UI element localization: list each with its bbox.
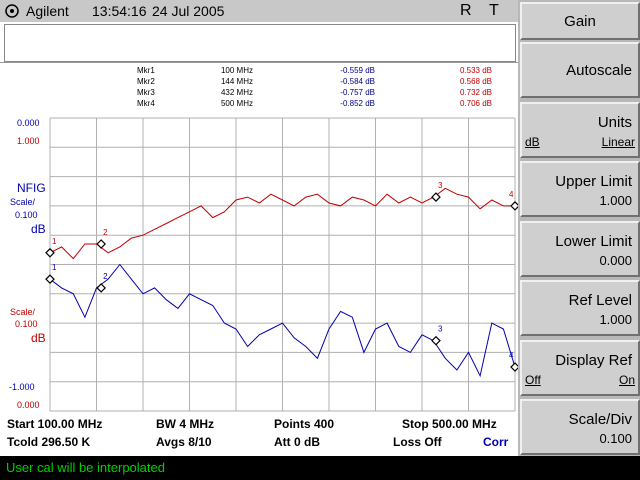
marker-freq: 100 MHz — [221, 66, 253, 75]
y-limit-label: 0.000 — [17, 118, 40, 128]
marker-name: Mkr4 — [137, 99, 155, 108]
marker-nfig: -0.757 dB — [340, 88, 375, 97]
trace-name: NFIG — [17, 181, 46, 195]
marker-diamond — [45, 274, 55, 284]
marker-nfig: -0.584 dB — [340, 77, 375, 86]
softkey-label: Ref Level — [568, 292, 632, 309]
y-limit-label: -1.000 — [9, 382, 35, 392]
softkey-option: Linear — [601, 134, 635, 149]
marker-label: 3 — [438, 325, 443, 334]
marker-label: 2 — [103, 272, 108, 281]
softkey[interactable]: Units dB Linear — [520, 101, 640, 158]
marker-label: 1 — [52, 263, 57, 272]
marker-diamond — [45, 247, 55, 258]
info-text: BW 4 MHz — [156, 417, 214, 431]
softkey-value: 0.000 — [599, 252, 632, 268]
marker-label: 4 — [509, 351, 514, 360]
marker-diamond — [431, 335, 441, 346]
marker-freq: 432 MHz — [221, 88, 253, 97]
marker-gain: 0.533 dB — [460, 66, 492, 75]
logo — [5, 4, 19, 18]
info-text: Att 0 dB — [274, 435, 320, 449]
marker-diamond — [510, 362, 520, 372]
title-bar: Agilent 13:54:16 24 Jul 2005 R T — [0, 0, 518, 22]
softkey-option: dB — [525, 134, 540, 149]
y-limit-label: 0.000 — [17, 400, 40, 410]
flag: R — [460, 2, 472, 19]
softkey-panel: Gain Autoscale Units dB Linear Upper Limit 1.0… — [518, 0, 640, 456]
y-limit-label: 1.000 — [17, 136, 40, 146]
softkey[interactable]: Upper Limit 1.000 — [520, 161, 640, 217]
entry-area — [4, 24, 516, 62]
marker-gain: 0.706 dB — [460, 99, 492, 108]
graph: Mkr1 100 MHz -0.559 dB 0.533 dB Mkr2 144 MHz -… — [7, 66, 520, 449]
marker-label: 3 — [438, 181, 443, 190]
softkey-label: Lower Limit — [555, 232, 632, 250]
softkey-value: 1.000 — [599, 193, 632, 208]
time: 13:54:16 — [92, 3, 147, 19]
marker-freq: 144 MHz — [221, 77, 253, 86]
softkey[interactable]: Lower Limit 0.000 — [520, 220, 640, 277]
date: 24 Jul 2005 — [152, 3, 225, 19]
flag: T — [489, 2, 499, 19]
softkey-label: Scale/Div — [568, 411, 632, 428]
brand: Agilent — [26, 3, 69, 19]
info-text: Start 100.00 MHz — [7, 417, 102, 431]
unit: dB — [31, 222, 46, 236]
marker-diamond — [510, 201, 520, 211]
unit: dB — [31, 331, 46, 345]
softkey[interactable]: Display Ref Off On — [520, 339, 640, 396]
marker-nfig: -0.559 dB — [340, 66, 375, 75]
marker-nfig: -0.852 dB — [340, 99, 375, 108]
softkey-label: Upper Limit — [555, 173, 632, 190]
scale-value: 0.100 — [15, 210, 38, 220]
scale-value: 0.100 — [15, 319, 38, 329]
softkey-title: Gain — [520, 2, 640, 40]
info-text: Tcold 296.50 K — [7, 435, 90, 449]
info-text: Points 400 — [274, 417, 334, 431]
display: Mkr1 100 MHz -0.559 dB 0.533 dB Mkr2 144 MHz -… — [0, 62, 520, 455]
marker-diamond — [96, 283, 106, 293]
softkey-option: On — [618, 372, 635, 387]
info-text: Stop 500.00 MHz — [402, 417, 497, 431]
info-text: Loss Off — [393, 435, 443, 449]
softkey[interactable]: Autoscale — [520, 42, 640, 98]
status-bar: User cal will be interpolated — [0, 456, 640, 480]
marker-name: Mkr2 — [137, 77, 155, 86]
marker-diamond — [431, 192, 441, 202]
marker-diamond — [96, 239, 106, 249]
info-text: Corr — [483, 435, 509, 449]
softkey[interactable]: Ref Level 1.000 — [520, 280, 640, 336]
marker-label: 1 — [52, 237, 57, 246]
softkey[interactable]: Scale/Div 0.100 — [520, 399, 640, 455]
marker-name: Mkr3 — [137, 88, 155, 97]
softkey-label: Units — [597, 113, 632, 131]
softkey-option: Off — [525, 372, 541, 387]
marker-gain: 0.568 dB — [460, 77, 492, 86]
scale-label: Scale/ — [10, 307, 36, 317]
scale-label: Scale/ — [10, 197, 36, 207]
marker-label: 4 — [509, 190, 514, 199]
marker-freq: 500 MHz — [221, 99, 253, 108]
info-text: Avgs 8/10 — [156, 435, 212, 449]
trace — [49, 263, 516, 378]
marker-name: Mkr1 — [137, 66, 155, 75]
softkey-value: 0.100 — [599, 431, 632, 446]
softkey-label: Autoscale — [566, 62, 632, 79]
softkey-value: 1.000 — [599, 312, 632, 327]
marker-label: 2 — [103, 228, 108, 237]
status-text: User cal will be interpolated — [6, 460, 165, 475]
softkey-title-text: Gain — [564, 13, 596, 30]
softkey-label: Display Ref — [555, 351, 632, 369]
marker-gain: 0.732 dB — [460, 88, 492, 97]
